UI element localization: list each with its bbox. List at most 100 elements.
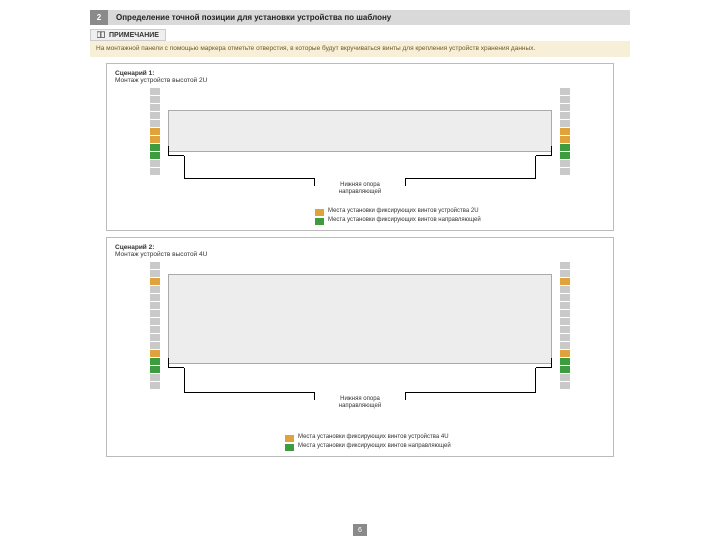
callout-line (405, 178, 406, 186)
callout-line (184, 392, 314, 393)
scenario1-legend: Места установки фиксирующих винтов устро… (315, 208, 605, 225)
step-number: 2 (90, 10, 108, 25)
rack-hole (560, 160, 570, 167)
scenario2-subtitle: Монтаж устройств высотой 4U (115, 251, 605, 258)
callout-line (184, 178, 314, 179)
rack-hole (560, 294, 570, 301)
rack-hole (150, 374, 160, 381)
rack-hole (560, 374, 570, 381)
legend-swatch (315, 218, 324, 225)
scenario2-legend: Места установки фиксирующих винтов устро… (285, 434, 605, 451)
rack-hole (150, 334, 160, 341)
bracket-left (168, 146, 184, 156)
rack-column-right (560, 88, 570, 175)
legend-row: Места установки фиксирующих винтов напра… (315, 217, 605, 225)
rack-hole (560, 262, 570, 269)
scenario-2: Сценарий 2: Монтаж устройств высотой 4U … (106, 237, 614, 457)
rack-hole (150, 326, 160, 333)
rack-hole (150, 278, 160, 285)
bracket-left (168, 358, 184, 368)
bracket-right (536, 146, 552, 156)
rack-hole (560, 278, 570, 285)
scenario2-callout: Нижняя опора направляющей (322, 396, 398, 409)
rack-hole (150, 302, 160, 309)
callout-line (314, 178, 315, 186)
legend-text: Места установки фиксирующих винтов устро… (328, 208, 479, 214)
legend-swatch (285, 435, 294, 442)
rack-hole (150, 350, 160, 357)
rack-hole (150, 366, 160, 373)
device-2u (168, 110, 552, 152)
scenario1-callout: Нижняя опора направляющей (322, 182, 398, 195)
rack-hole (560, 96, 570, 103)
page-number: 6 (353, 524, 367, 536)
rack-hole (150, 160, 160, 167)
rack-hole (150, 270, 160, 277)
legend-swatch (315, 209, 324, 216)
rack-hole (560, 128, 570, 135)
rack-hole (150, 96, 160, 103)
rack-hole (560, 270, 570, 277)
note-label-text: ПРИМЕЧАНИЕ (109, 32, 159, 39)
rack-hole (560, 326, 570, 333)
rack-hole (560, 350, 570, 357)
rack-hole (150, 136, 160, 143)
rack-column-right (560, 262, 570, 389)
scenario2-diagram: Нижняя опора направляющей (150, 262, 570, 432)
callout-line (535, 156, 536, 178)
rack-hole (560, 168, 570, 175)
rack-hole (560, 152, 570, 159)
legend-text: Места установки фиксирующих винтов напра… (328, 217, 481, 223)
rack-hole (150, 144, 160, 151)
rack-hole (150, 358, 160, 365)
rack-hole (150, 318, 160, 325)
callout-line (405, 392, 406, 400)
book-icon (97, 31, 105, 39)
callout-line (406, 178, 536, 179)
legend-row: Места установки фиксирующих винтов напра… (285, 443, 605, 451)
rack-hole (150, 262, 160, 269)
callout-line (184, 368, 185, 392)
rack-hole (560, 318, 570, 325)
rack-hole (560, 310, 570, 317)
step-title: Определение точной позиции для установки… (108, 10, 630, 25)
rack-hole (560, 112, 570, 119)
rack-hole (560, 342, 570, 349)
rack-hole (560, 382, 570, 389)
note-box: ПРИМЕЧАНИЕ На монтажной панели с помощью… (90, 29, 630, 57)
rack-column-left (150, 88, 160, 175)
callout-line (184, 156, 185, 178)
rack-hole (560, 358, 570, 365)
rack-hole (150, 104, 160, 111)
scenario1-subtitle: Монтаж устройств высотой 2U (115, 77, 605, 84)
rack-hole (150, 88, 160, 95)
callout-line (406, 392, 536, 393)
note-body: На монтажной панели с помощью маркера от… (90, 41, 630, 57)
rack-column-left (150, 262, 160, 389)
rack-hole (560, 136, 570, 143)
rack-hole (560, 88, 570, 95)
rack-hole (150, 152, 160, 159)
callout-line (314, 392, 315, 400)
device-4u (168, 274, 552, 364)
rack-hole (150, 120, 160, 127)
rack-hole (560, 286, 570, 293)
rack-hole (560, 120, 570, 127)
rack-hole (560, 104, 570, 111)
legend-row: Места установки фиксирующих винтов устро… (315, 208, 605, 216)
legend-text: Места установки фиксирующих винтов устро… (298, 434, 449, 440)
rack-hole (150, 168, 160, 175)
callout-line (535, 368, 536, 392)
rack-hole (150, 310, 160, 317)
legend-swatch (285, 444, 294, 451)
rack-hole (150, 294, 160, 301)
rack-hole (150, 128, 160, 135)
rack-hole (560, 302, 570, 309)
legend-row: Места установки фиксирующих винтов устро… (285, 434, 605, 442)
scenario-1: Сценарий 1: Монтаж устройств высотой 2U … (106, 63, 614, 231)
scenario1-diagram: Нижняя опора направляющей (150, 88, 570, 206)
rack-hole (150, 112, 160, 119)
rack-hole (150, 342, 160, 349)
rack-hole (560, 334, 570, 341)
rack-hole (150, 286, 160, 293)
